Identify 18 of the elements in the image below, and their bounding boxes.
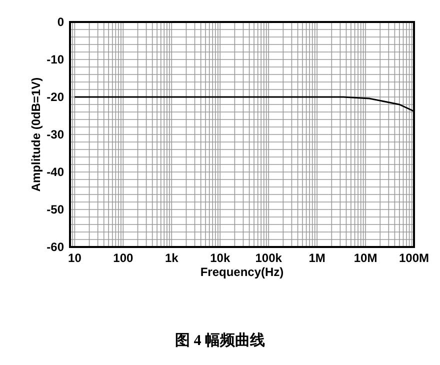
y-tick-label: -60 [46, 240, 64, 254]
y-tick-label: -20 [46, 90, 64, 104]
x-tick-label: 100k [255, 251, 282, 265]
y-tick-label: -30 [46, 128, 64, 142]
x-tick-label: 10 [68, 251, 82, 265]
x-tick-label: 1k [164, 251, 179, 265]
y-tick-label: -50 [46, 202, 64, 216]
x-tick-label: 10M [354, 251, 378, 265]
y-axis-title: Amplitude (0dB=1V) [29, 77, 43, 192]
y-tick-label: -10 [46, 52, 64, 66]
caption: 图 4 幅频曲线 [175, 332, 265, 349]
x-tick-label: 100 [113, 251, 134, 265]
x-tick-label: 100M [398, 251, 430, 265]
x-axis-title: Frequency(Hz) [200, 265, 284, 279]
x-tick-label: 10k [210, 251, 230, 265]
y-tick-label: 0 [57, 15, 64, 29]
x-tick-label: 1M [308, 251, 326, 265]
y-tick-label: -40 [46, 165, 64, 179]
